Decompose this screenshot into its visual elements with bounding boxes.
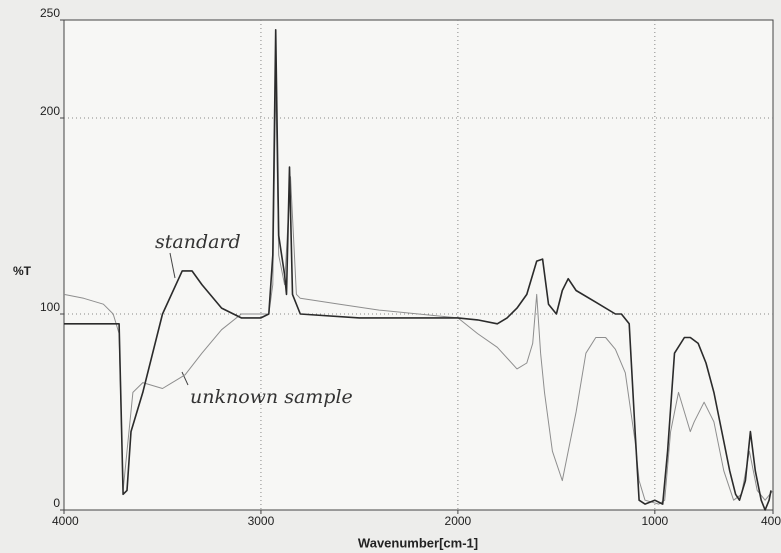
annotation-pointer xyxy=(181,371,189,386)
y-tick-label: 200 xyxy=(40,104,60,118)
x-tick-label: 2000 xyxy=(445,514,472,528)
series-line xyxy=(64,29,772,511)
y-axis-label: %T xyxy=(13,264,32,278)
x-tick-label: 4000 xyxy=(52,514,79,528)
series-annotation: unknown sample xyxy=(190,386,353,408)
x-axis-label: Wavenumber[cm-1] xyxy=(358,535,478,550)
x-tick-label: 1000 xyxy=(641,514,668,528)
series-annotation: standard xyxy=(155,231,241,253)
y-tick-label: 0 xyxy=(53,496,60,510)
x-tick-label: 400 xyxy=(761,514,781,528)
annotation-pointer xyxy=(169,252,176,279)
y-tick-label: 100 xyxy=(40,300,60,314)
series-line xyxy=(63,78,774,505)
y-tick-label: 250 xyxy=(40,6,60,20)
plot-area xyxy=(63,19,774,511)
x-tick-label: 3000 xyxy=(248,514,275,528)
